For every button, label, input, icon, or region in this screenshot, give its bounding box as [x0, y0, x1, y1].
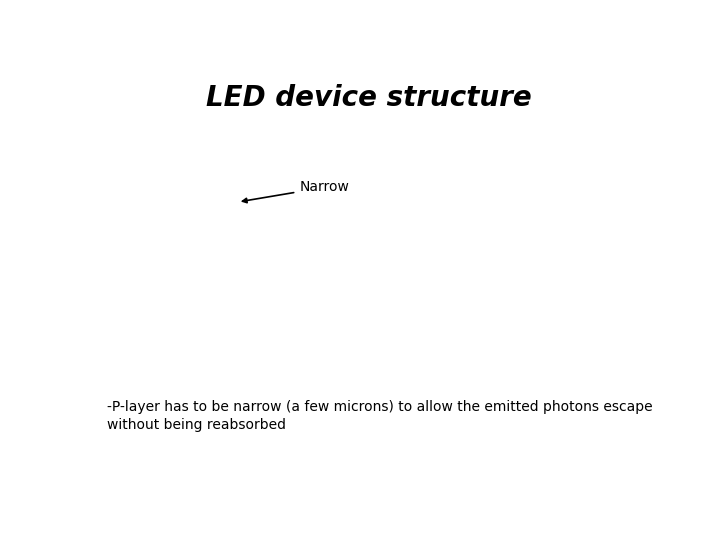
Text: Narrow: Narrow	[243, 180, 349, 202]
Text: LED device structure: LED device structure	[206, 84, 532, 112]
Text: -P-layer has to be narrow (a few microns) to allow the emitted photons escape
wi: -P-layer has to be narrow (a few microns…	[107, 400, 652, 432]
